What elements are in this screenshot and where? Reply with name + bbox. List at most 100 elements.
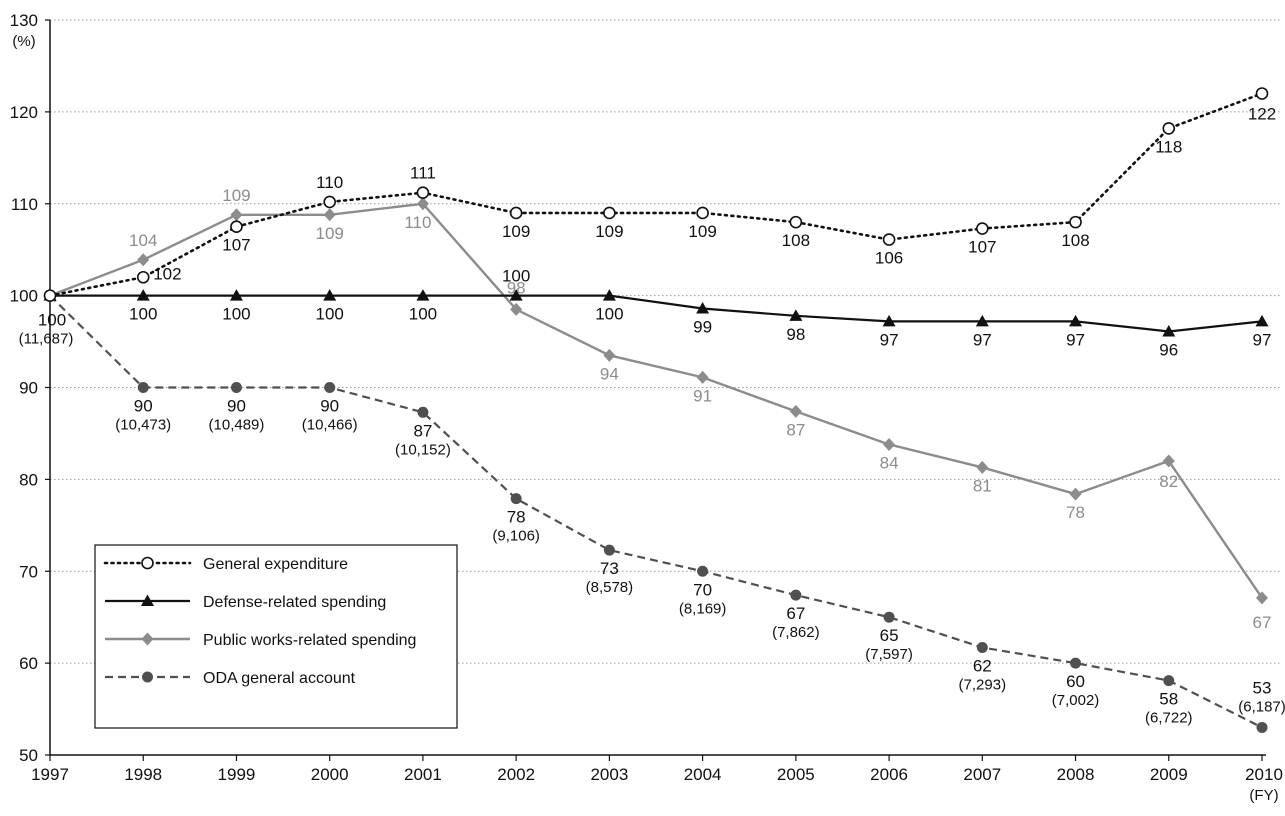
amount-label: (10,152) [395,441,451,458]
y-tick-label: 80 [19,470,38,489]
axes: 50 60 70 80 90 100 110 120 130 (%) 1997 1998 1999 200… [10,11,1283,804]
marker-triangle [882,314,896,327]
y-tick-label: 90 [19,379,38,398]
data-label: 78 [507,508,526,527]
data-label: 98 [507,278,526,297]
data-label: 106 [875,249,903,268]
x-tick-label: 2010 [1245,765,1283,784]
marker-circle-open [323,195,336,209]
x-tick-label: 2004 [684,765,722,784]
data-label: 90 [320,397,339,416]
y-tick-label: 110 [11,195,38,214]
marker-circle-open [789,215,803,229]
legend-label: General expenditure [203,556,348,573]
data-label: 108 [782,231,810,250]
marker-circle-open [43,289,57,302]
data-label: 97 [1066,330,1085,349]
data-label: 110 [316,173,343,192]
marker-triangle [136,289,150,301]
data-label: 100 [409,305,437,324]
marker-triangle [416,289,430,301]
series-line-2 [49,202,1263,599]
y-tick-label: 130 [10,11,38,30]
marker-diamond [323,208,336,222]
amount-label: (7,293) [959,677,1007,694]
data-label: 98 [786,325,805,344]
data-label: 53 [1253,678,1272,697]
data-label: 90 [134,397,153,416]
data-label: 122 [1248,105,1276,124]
legend: General expenditure Defense-related spend… [94,544,458,729]
data-label: 118 [1155,137,1182,156]
marker-diamond [603,348,616,362]
data-label: 96 [1159,340,1178,359]
data-label: 97 [973,330,992,349]
legend-label: ODA general account [203,670,356,687]
marker-diamond [1069,487,1082,501]
marker-circle-open [136,270,150,284]
marker-triangle [602,289,616,301]
base-amount-label: (11,687) [19,331,74,348]
marker-triangle [789,309,803,321]
marker-diamond [1256,591,1268,605]
marker-circle-open [976,222,989,235]
marker-triangle [975,314,989,327]
amount-label: (10,466) [302,417,358,434]
data-label: 82 [1159,472,1178,491]
data-label: 100 [316,305,344,324]
data-label: 107 [968,238,996,257]
x-tick-label: 2006 [870,765,908,784]
marker-circle-open [1162,122,1176,135]
marker-circle-filled [1256,721,1268,733]
marker-circle-open [696,206,709,220]
marker-circle-filled [790,589,802,601]
marker-triangle [696,301,710,314]
marker-circle-filled [324,382,336,393]
marker-circle-open [1255,87,1269,100]
marker-circle-open [141,556,154,570]
data-label: 84 [880,453,899,472]
data-label: 102 [153,264,181,283]
data-label: 100 [502,267,530,286]
x-tick-label: 1998 [124,765,162,784]
data-label: 62 [973,657,992,676]
amount-label: (6,187) [1238,698,1285,715]
data-label: 109 [222,186,250,205]
x-tick-label: 2000 [311,765,349,784]
marker-circle-open [882,233,896,246]
data-label: 109 [595,222,623,241]
legend-box [94,544,458,729]
y-unit-label: (%) [12,33,35,50]
marker-triangle [509,289,523,301]
marker-triangle [141,594,154,606]
marker-diamond [416,197,429,211]
x-tick-label: 2009 [1150,765,1188,784]
marker-diamond [510,302,523,316]
y-tick-label: 60 [19,654,38,673]
data-label: 81 [973,476,992,495]
y-tick-label: 120 [10,103,38,122]
data-label: 111 [410,164,436,183]
marker-circle-filled [417,406,429,418]
data-label: 78 [1066,503,1085,522]
marker-triangle [1162,324,1176,337]
base-label: 100 [38,311,66,330]
amount-label: (7,862) [772,624,820,641]
data-label: 60 [1066,672,1085,691]
x-unit-label: (FY) [1249,787,1278,804]
marker-circle-filled [697,565,709,577]
y-tick-label: 50 [19,746,38,765]
marker-circle-filled [976,642,988,654]
marker-circle-open [1069,215,1082,229]
x-tick-label: 2003 [590,765,628,784]
series-line-0 [48,92,1264,297]
y-tick-label: 100 [10,287,38,306]
amount-label: (6,722) [1145,710,1193,727]
x-tick-label: 2002 [497,765,535,784]
data-label: 70 [693,580,712,599]
amount-label: (10,473) [115,417,171,434]
x-tick-label: 1997 [31,765,69,784]
data-label: 109 [316,224,344,243]
